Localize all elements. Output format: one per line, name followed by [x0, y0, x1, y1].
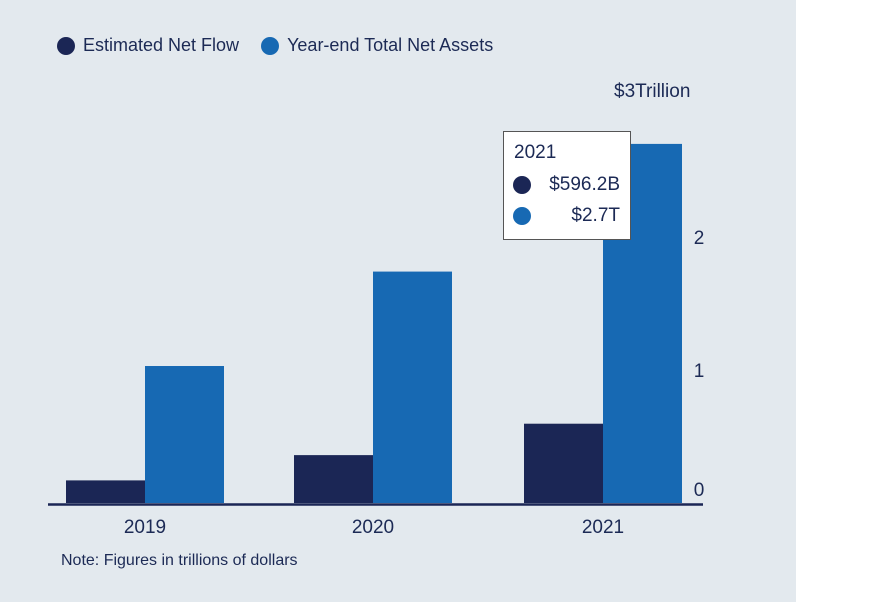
- legend-item-net-flow[interactable]: Estimated Net Flow: [57, 35, 239, 56]
- tooltip-row-net-flow: $596.2B: [513, 174, 620, 196]
- x-tick-label: 2021: [582, 517, 624, 538]
- legend-item-net-assets[interactable]: Year-end Total Net Assets: [261, 35, 493, 56]
- net-flow-dot-icon: [513, 176, 531, 194]
- bar-net-flow-2021[interactable]: [524, 423, 603, 503]
- legend-label: Year-end Total Net Assets: [287, 35, 494, 55]
- y-tick-label: 0: [694, 480, 705, 501]
- x-tick-label: 2020: [352, 517, 394, 538]
- bar-net-assets-2019[interactable]: [145, 366, 224, 503]
- bar-net-flow-2019[interactable]: [66, 480, 145, 503]
- footnote: Note: Figures in trillions of dollars: [61, 552, 298, 569]
- chart-panel: Estimated Net Flow Year-end Total Net As…: [0, 0, 796, 602]
- net-assets-dot-icon: [513, 207, 531, 225]
- y-axis-unit-label: $3Trillion: [614, 81, 691, 102]
- net-assets-swatch-icon: [261, 36, 280, 55]
- y-tick-label: 2: [694, 228, 705, 249]
- bar-chart: 2019 2020 2021 0 1 2: [48, 143, 705, 538]
- bar-net-assets-2020[interactable]: [373, 271, 452, 503]
- legend: Estimated Net Flow Year-end Total Net As…: [57, 35, 515, 56]
- tooltip-net-assets-value: $2.7T: [571, 205, 620, 226]
- tooltip: 2021 $596.2B $2.7T: [503, 131, 631, 240]
- tooltip-year: 2021: [514, 142, 557, 163]
- tooltip-row-net-assets: $2.7T: [513, 205, 620, 227]
- legend-label: Estimated Net Flow: [83, 35, 240, 55]
- net-flow-swatch-icon: [57, 36, 75, 55]
- y-tick-label: 1: [694, 361, 705, 382]
- x-tick-label: 2019: [124, 517, 166, 538]
- bar-net-flow-2020[interactable]: [294, 455, 373, 503]
- tooltip-net-flow-value: $596.2B: [549, 174, 620, 195]
